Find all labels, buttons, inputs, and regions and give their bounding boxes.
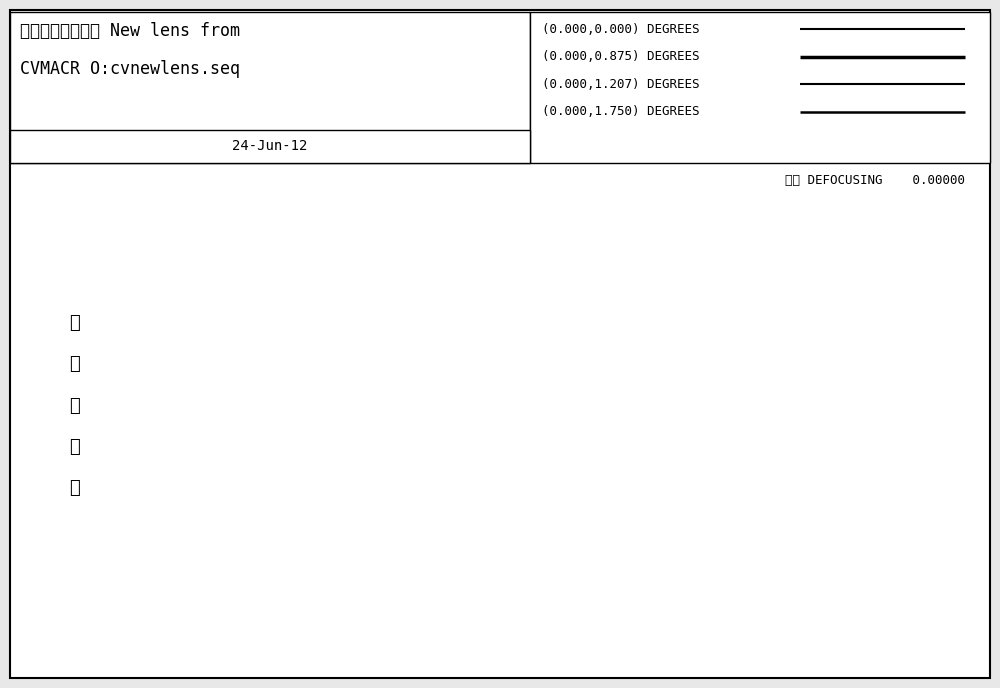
Text: 集: 集 <box>70 396 80 414</box>
Text: (0.000,1.750) DEGREES: (0.000,1.750) DEGREES <box>542 105 700 118</box>
Text: 能: 能 <box>70 314 80 332</box>
Bar <box>10 130 530 163</box>
Text: 离焦 DEFOCUSING    0.00000: 离焦 DEFOCUSING 0.00000 <box>785 173 965 186</box>
Text: 量: 量 <box>70 355 80 373</box>
X-axis label: 包围能量直径 DIAMETER OF CIRCLE  (MM): 包围能量直径 DIAMETER OF CIRCLE (MM) <box>445 654 678 667</box>
Text: (0.000,1.207) DEGREES: (0.000,1.207) DEGREES <box>542 78 700 91</box>
Text: CVMACR O:cvnewlens.seq: CVMACR O:cvnewlens.seq <box>20 60 240 78</box>
Text: (0.000,0.000) DEGREES: (0.000,0.000) DEGREES <box>542 23 700 36</box>
Y-axis label: DIFFRACTION ENCIRCLED ENERGY: DIFFRACTION ENCIRCLED ENERGY <box>115 318 125 493</box>
Text: 中: 中 <box>70 438 80 455</box>
Text: 星敏感器光学系统 New lens from: 星敏感器光学系统 New lens from <box>20 22 240 41</box>
Text: 24-Jun-12: 24-Jun-12 <box>232 140 308 153</box>
Bar <box>10 12 530 163</box>
Bar <box>530 12 990 163</box>
Text: 度: 度 <box>70 479 80 497</box>
Text: (0.000,0.875) DEGREES: (0.000,0.875) DEGREES <box>542 50 700 63</box>
